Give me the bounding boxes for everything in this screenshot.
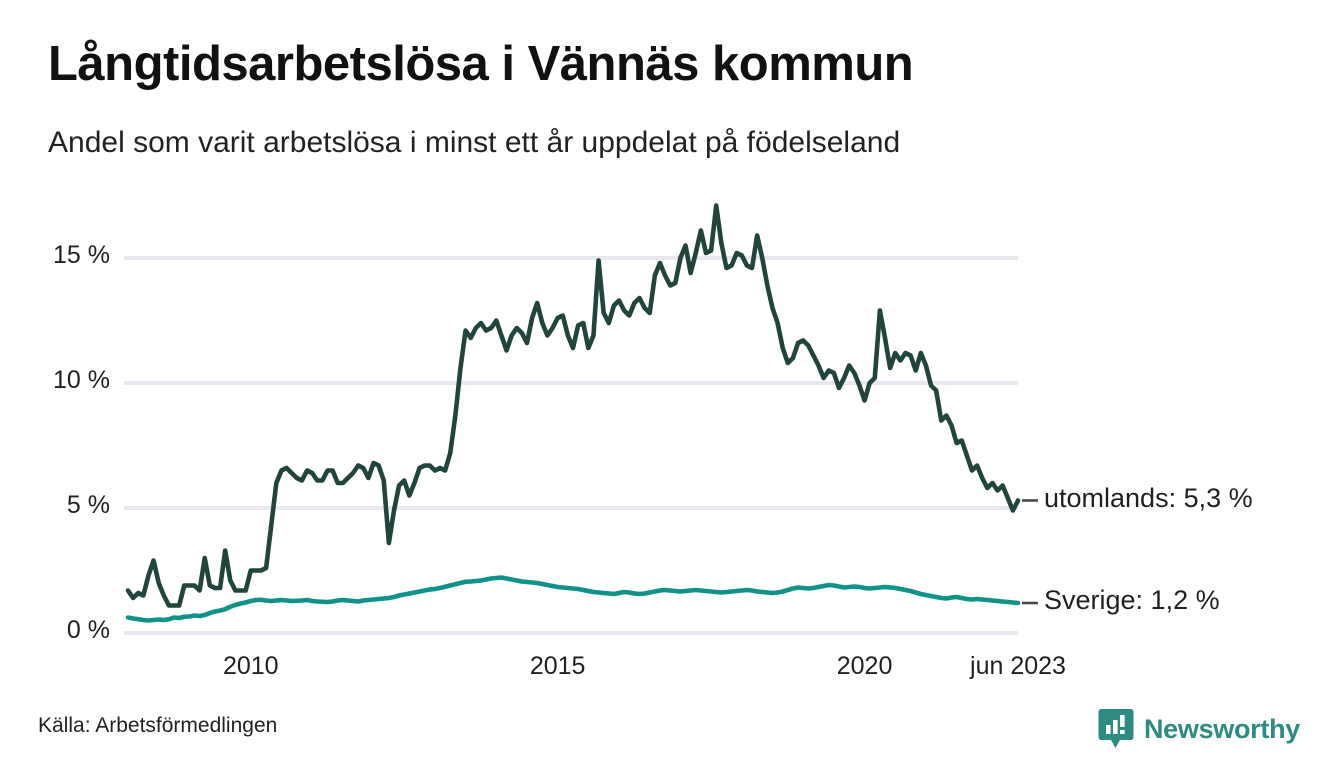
chart-subtitle: Andel som varit arbetslösa i minst ett å… [48,126,901,159]
chart-title: Långtidsarbetslösa i Vännäs kommun [48,37,914,91]
plot-area [124,203,1038,635]
x-axis-tick-label: 2010 [222,652,279,680]
y-axis-tick-label: 10 % [53,366,110,394]
series-label-utomlands: utomlands: 5,3 % [1044,482,1253,513]
y-axis-tick-label: 15 % [53,241,110,269]
bar-chart-bubble-icon [1098,708,1134,750]
series-line-sverige [125,575,1021,623]
series-line-utomlands [125,203,1021,608]
series-label-sverige: Sverige: 1,2 % [1044,585,1220,615]
y-axis-tick-label: 0 % [66,616,110,644]
source-note: Källa: Arbetsförmedlingen [38,714,278,737]
x-axis-tick-label: 2020 [836,652,893,680]
y-axis-tick-label: 5 % [66,491,110,519]
x-axis-tick-label: jun 2023 [970,652,1066,680]
brand-name: Newsworthy [1143,713,1300,744]
x-axis-tick-label: 2015 [529,652,586,680]
brand-logo: Newsworthy [1098,708,1300,750]
